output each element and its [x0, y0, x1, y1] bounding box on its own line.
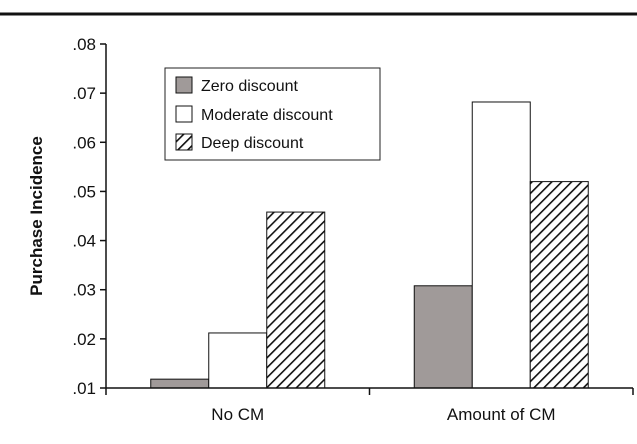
legend-label-deep: Deep discount: [201, 135, 304, 152]
x-category-label: Amount of CM: [447, 405, 556, 424]
y-tick-label: .01: [72, 379, 96, 398]
legend-swatch-moderate: [175, 105, 193, 123]
y-tick-label: .07: [72, 84, 96, 103]
bars-group: [150, 101, 589, 389]
legend-label-zero: Zero discount: [201, 78, 298, 95]
bar-deep-no-cm: [266, 211, 326, 389]
legend-label-moderate: Moderate discount: [201, 107, 333, 124]
bar-deep-amount-of-cm: [529, 181, 589, 389]
bar-moderate-amount-of-cm: [471, 101, 531, 389]
y-tick-label: .06: [72, 133, 96, 152]
y-axis-title: Purchase Incidence: [27, 136, 46, 296]
bar-zero-amount-of-cm: [413, 285, 473, 389]
bar-moderate-no-cm: [208, 332, 268, 389]
y-tick-label: .03: [72, 281, 96, 300]
bar-zero-no-cm: [150, 378, 210, 389]
y-tick-label: .04: [72, 232, 96, 251]
y-tick-label: .02: [72, 330, 96, 349]
y-tick-label: .05: [72, 182, 96, 201]
legend-swatch-zero: [175, 76, 193, 94]
legend: Zero discount Moderate discount Deep dis…: [164, 67, 381, 161]
y-tick-label: .08: [72, 35, 96, 54]
y-ticks-group: .01 .02 .03 .04 .05 .06 .07 .08: [72, 35, 106, 398]
legend-swatch-deep: [175, 133, 193, 151]
x-category-label: No CM: [211, 405, 264, 424]
legend-box: [164, 67, 381, 161]
x-ticks-group: No CM Amount of CM: [105, 388, 634, 424]
